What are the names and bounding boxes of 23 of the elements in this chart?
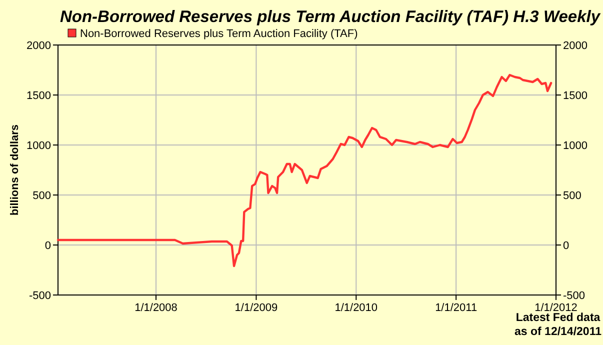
y2-tick-label: 1000 xyxy=(563,140,588,152)
legend-label: Non-Borrowed Reserves plus Term Auction Facility (TAF) xyxy=(80,28,358,40)
line-series xyxy=(56,74,552,268)
x-tick-label: 1/1/2009 xyxy=(234,302,278,314)
x-tick-label: 1/1/2012 xyxy=(534,302,578,314)
y2-tick-label: 1500 xyxy=(563,90,588,102)
y-tick-label: 1500 xyxy=(26,90,51,102)
x-tick-label: 1/1/2011 xyxy=(435,302,478,314)
x-tick-label: 1/1/2008 xyxy=(134,302,178,314)
text: Latest Fed data xyxy=(516,312,601,324)
y-tick-label: 0 xyxy=(44,240,51,252)
chart-title: Non-Borrowed Reserves plus Term Auction Facility (TAF) H.3 Weekly xyxy=(60,8,601,26)
y-tick-label: 1000 xyxy=(26,140,51,152)
x-tick-label: 1/1/2010 xyxy=(334,302,378,314)
y2-tick-label: 2000 xyxy=(563,40,588,52)
text: as of 12/14/2011 xyxy=(514,326,602,338)
y2-tick-label: 500 xyxy=(563,190,582,202)
y2-tick-label: 0 xyxy=(563,240,570,252)
y-axis-title: billions of dollars xyxy=(9,124,21,216)
y-tick-label: -500 xyxy=(28,290,51,302)
y-tick-label: 2000 xyxy=(26,40,51,52)
y2-tick-label: -500 xyxy=(563,290,586,302)
y-tick-label: 500 xyxy=(32,190,51,202)
